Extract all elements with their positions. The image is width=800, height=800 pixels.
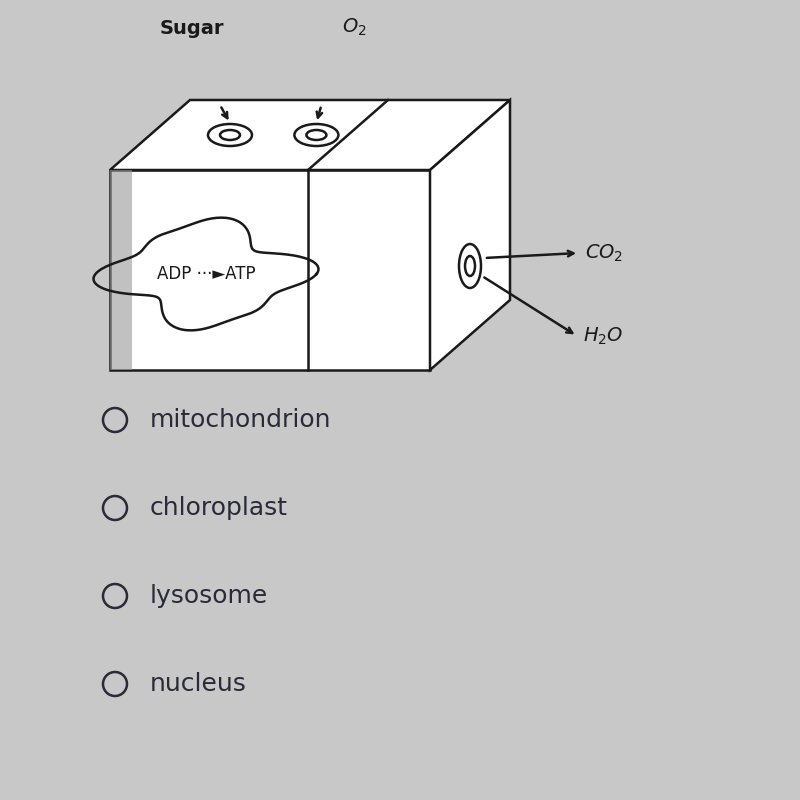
Text: $CO_2$: $CO_2$ [585,242,623,264]
Polygon shape [110,100,510,170]
Text: Sugar: Sugar [160,19,224,38]
Ellipse shape [459,244,481,288]
Text: nucleus: nucleus [150,672,247,696]
Ellipse shape [306,130,326,140]
Polygon shape [110,170,132,370]
Polygon shape [430,100,510,370]
Text: $H_2O$: $H_2O$ [583,326,623,346]
Polygon shape [110,170,430,370]
Ellipse shape [465,256,475,276]
Text: $O_2$: $O_2$ [342,17,366,38]
Text: mitochondrion: mitochondrion [150,408,331,432]
Ellipse shape [220,130,240,140]
Text: lysosome: lysosome [150,584,268,608]
Ellipse shape [294,124,338,146]
Ellipse shape [208,124,252,146]
Text: chloroplast: chloroplast [150,496,288,520]
Text: ADP ···►ATP: ADP ···►ATP [157,265,255,283]
